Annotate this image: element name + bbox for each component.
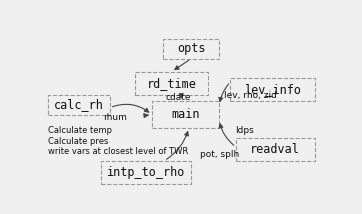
Text: readval: readval (251, 143, 300, 156)
Text: main: main (171, 108, 200, 121)
FancyBboxPatch shape (236, 138, 315, 161)
Text: lev_info: lev_info (244, 83, 301, 97)
Text: pot, splh: pot, splh (199, 150, 239, 159)
Text: rhum: rhum (104, 113, 127, 122)
Text: intp_to_rho: intp_to_rho (107, 166, 185, 179)
Text: rd_time: rd_time (147, 77, 197, 90)
Text: cdate: cdate (166, 93, 191, 102)
FancyBboxPatch shape (135, 72, 208, 95)
Text: lev, rho, zid: lev, rho, zid (224, 91, 277, 100)
FancyBboxPatch shape (48, 95, 110, 115)
FancyBboxPatch shape (163, 39, 219, 59)
FancyBboxPatch shape (230, 78, 315, 101)
FancyBboxPatch shape (101, 161, 191, 184)
Text: Calculate temp
Calculate pres
write vars at closest level of TWR: Calculate temp Calculate pres write vars… (48, 126, 188, 156)
Text: calc_rh: calc_rh (54, 98, 104, 111)
FancyBboxPatch shape (152, 101, 219, 128)
Text: ldps: ldps (235, 126, 254, 135)
Text: opts: opts (177, 42, 205, 55)
